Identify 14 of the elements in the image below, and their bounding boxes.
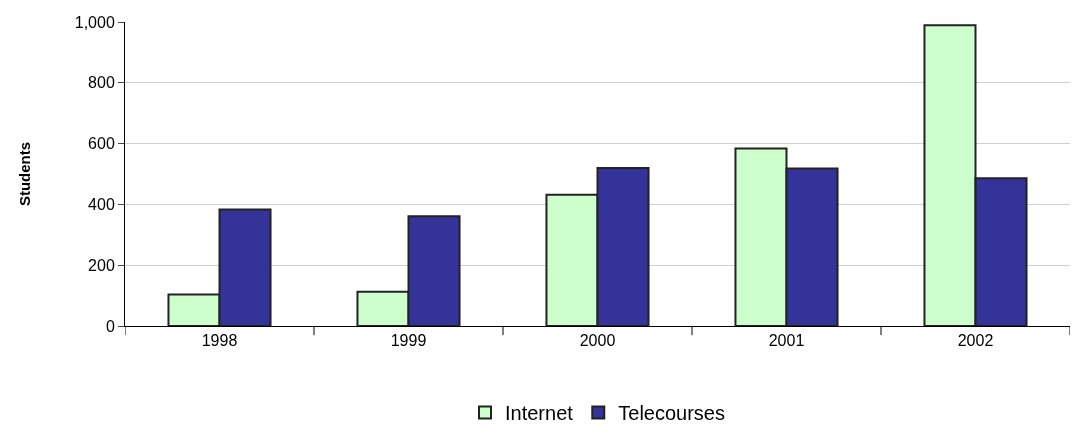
x-tick-label: 2000	[579, 332, 616, 350]
y-tick-label: 200	[88, 256, 115, 274]
legend-label: Internet	[505, 402, 574, 425]
x-tick-label: 2002	[957, 332, 994, 350]
y-tick-label: 400	[88, 196, 115, 213]
y-tick-label: 1,000	[74, 13, 115, 31]
x-tick-label: 1998	[201, 332, 238, 350]
x-tick-label: 2001	[768, 332, 805, 350]
x-tick-label: 1999	[390, 332, 427, 350]
y-tick-label: 800	[88, 74, 115, 92]
legend-label: Telecourses	[618, 402, 725, 425]
y-axis-title: Students	[16, 141, 33, 207]
y-tick-label: 600	[88, 135, 115, 153]
y-tick-label: 0	[105, 317, 115, 335]
